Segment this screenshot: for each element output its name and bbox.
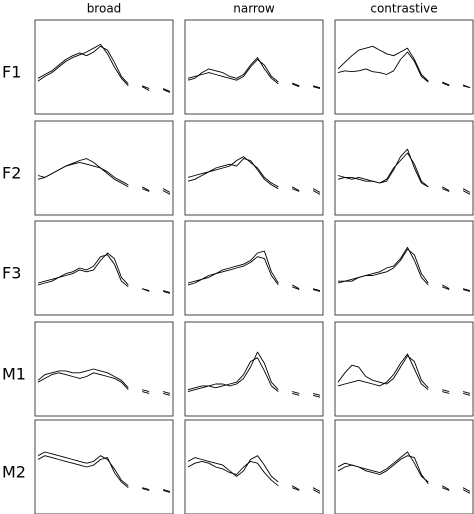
row-label: F3 xyxy=(2,264,21,283)
panel-frame xyxy=(184,419,324,514)
panel-frame xyxy=(34,120,174,216)
pitch-contour xyxy=(187,460,321,494)
panel-frame xyxy=(334,321,474,417)
panel-frame xyxy=(334,120,474,216)
pitch-contour xyxy=(187,156,321,193)
panel-frame xyxy=(34,321,174,417)
pitch-contour xyxy=(187,256,321,292)
pitch-contour xyxy=(337,45,471,89)
panel-frame xyxy=(34,19,174,115)
pitch-contour xyxy=(187,357,321,398)
panel-frame xyxy=(184,321,324,417)
panel-frame xyxy=(34,220,174,316)
column-title: contrastive xyxy=(370,2,437,16)
row-label: M2 xyxy=(2,463,26,482)
row-label: F1 xyxy=(2,63,21,82)
pitch-contour xyxy=(337,246,471,292)
pitch-contour xyxy=(37,158,171,195)
pitch-contour xyxy=(37,43,171,93)
pitch-contour xyxy=(37,45,171,92)
panel-frame xyxy=(184,120,324,216)
panel-frame xyxy=(334,19,474,115)
pitch-contour xyxy=(337,152,471,195)
row-label: F2 xyxy=(2,164,21,183)
pitch-contour xyxy=(338,248,471,292)
pitch-contour xyxy=(187,158,321,195)
pitch-contour xyxy=(37,455,171,493)
row-label: M1 xyxy=(2,365,26,384)
pitch-contour xyxy=(37,451,171,492)
pitch-contour xyxy=(337,353,471,396)
column-title: broad xyxy=(87,2,122,16)
panel-frame xyxy=(334,220,474,316)
pitch-contour xyxy=(337,148,471,193)
pitch-contour xyxy=(37,368,171,394)
panel-frame xyxy=(184,220,324,316)
pitch-contour xyxy=(37,254,171,294)
pitch-contour xyxy=(337,455,471,494)
panel-frame xyxy=(184,19,324,115)
panel-frame xyxy=(34,419,174,514)
pitch-contour xyxy=(37,372,171,396)
pitch-contour xyxy=(187,59,321,89)
pitch-contour xyxy=(187,351,321,396)
column-title: narrow xyxy=(233,2,275,16)
panel-frame xyxy=(334,419,474,514)
pitch-contour xyxy=(337,355,471,394)
pitch-contour xyxy=(187,57,321,90)
